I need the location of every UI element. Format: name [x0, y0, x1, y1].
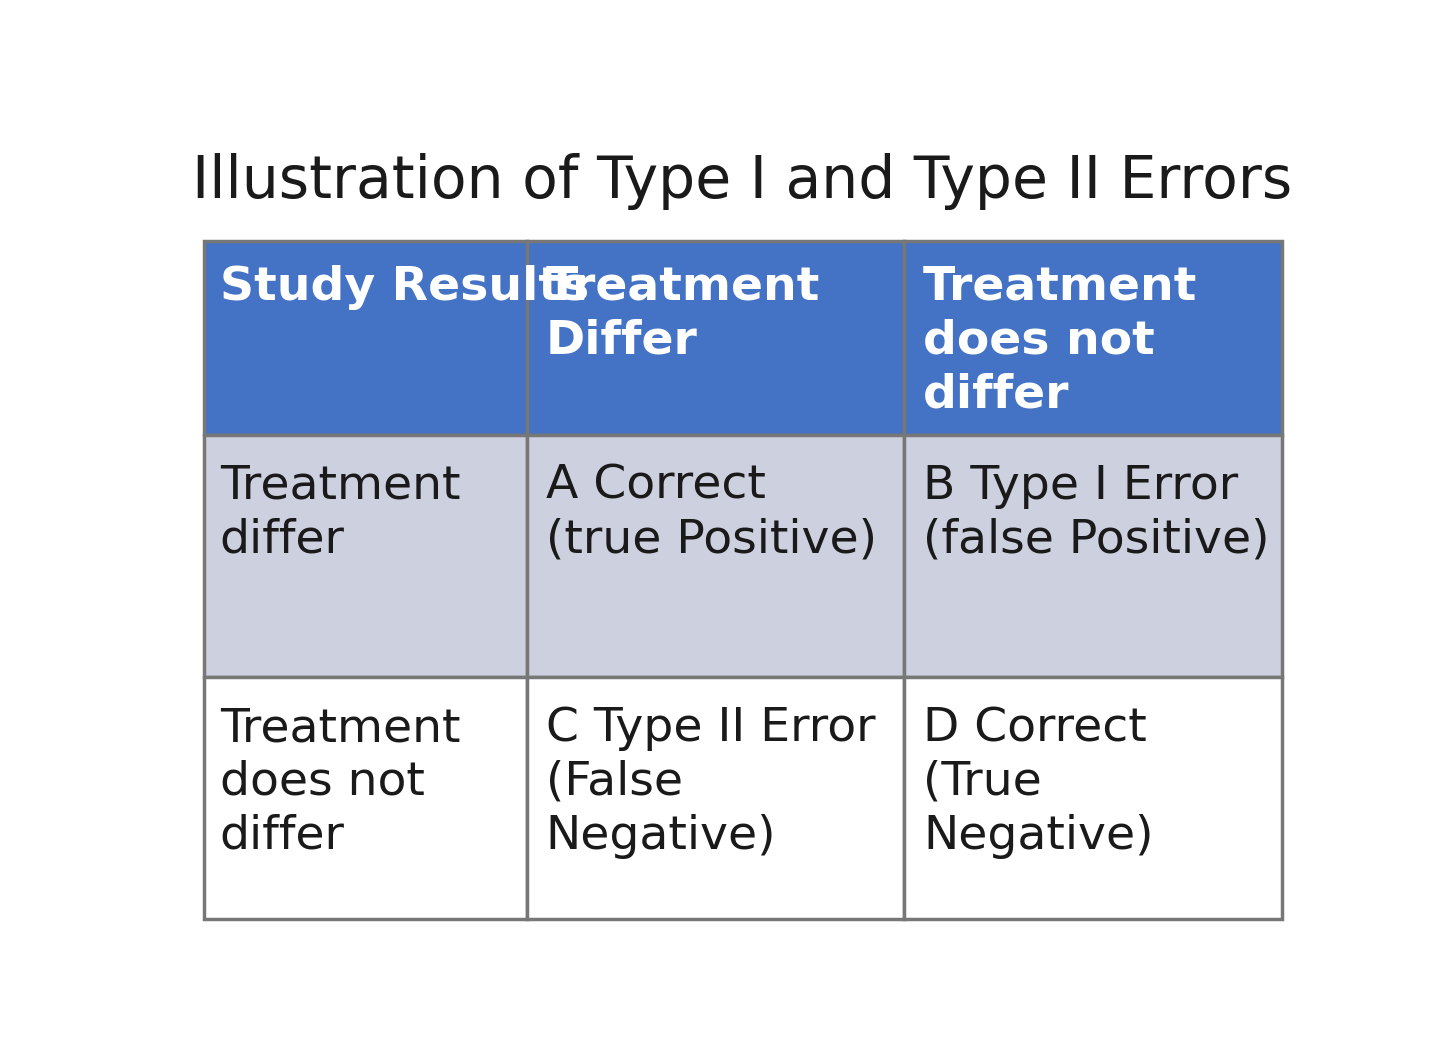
- Bar: [203, 242, 527, 435]
- Text: Study Results: Study Results: [220, 265, 588, 309]
- Text: A Correct
(true Positive): A Correct (true Positive): [546, 464, 877, 563]
- Bar: [527, 242, 904, 435]
- Text: Illustration of Type I and Type II Errors: Illustration of Type I and Type II Error…: [193, 153, 1293, 210]
- Bar: [527, 677, 904, 919]
- Bar: [904, 242, 1281, 435]
- Bar: [527, 435, 904, 677]
- Text: Treatment
differ: Treatment differ: [220, 464, 461, 563]
- Text: C Type II Error
(False
Negative): C Type II Error (False Negative): [546, 706, 875, 859]
- Text: D Correct
(True
Negative): D Correct (True Negative): [923, 706, 1153, 859]
- Text: Treatment
does not
differ: Treatment does not differ: [923, 265, 1197, 417]
- Bar: [904, 435, 1281, 677]
- Text: Treatment
does not
differ: Treatment does not differ: [220, 706, 461, 859]
- Bar: [203, 435, 527, 677]
- Bar: [904, 677, 1281, 919]
- Text: Treatment
Differ: Treatment Differ: [546, 265, 820, 364]
- Text: B Type I Error
(false Positive): B Type I Error (false Positive): [923, 464, 1269, 563]
- Bar: [203, 677, 527, 919]
